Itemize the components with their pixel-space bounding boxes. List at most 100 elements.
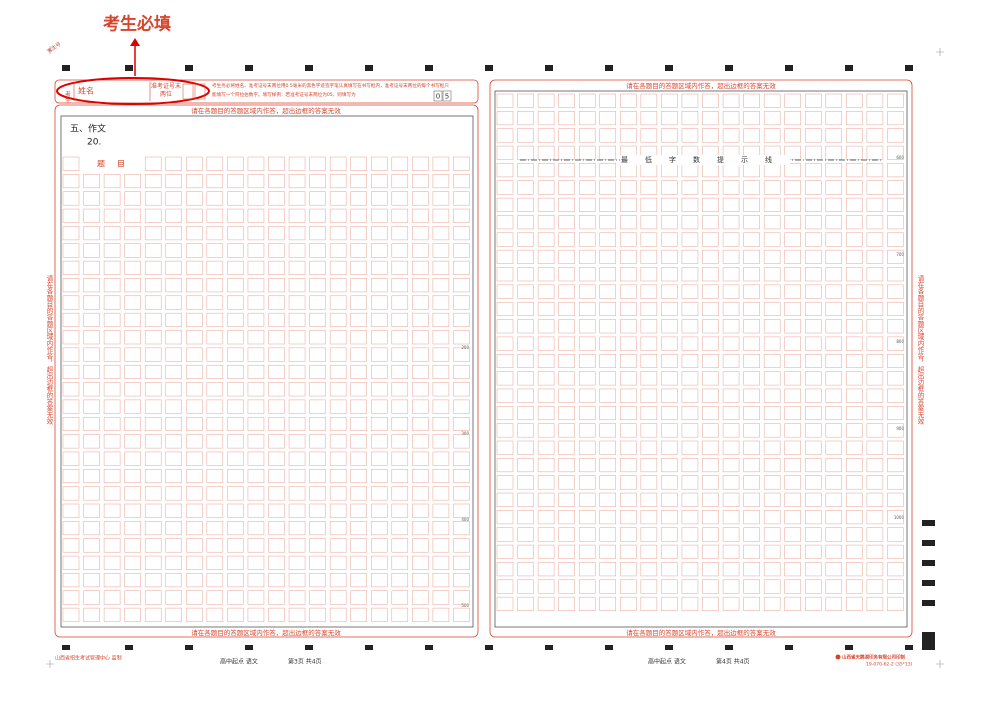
grid-cell <box>640 544 658 559</box>
grid-cell <box>620 232 637 247</box>
grid-cell <box>391 347 409 362</box>
timing-mark <box>725 645 733 650</box>
grid-cell <box>681 354 699 368</box>
grid-cell <box>288 607 306 622</box>
grid-cell <box>103 260 121 275</box>
grid-cell <box>887 180 904 195</box>
grid-cell <box>866 163 884 178</box>
grid-cell <box>288 538 306 553</box>
grid-cell <box>681 249 699 264</box>
grid-cell <box>578 197 596 212</box>
grid-cell <box>866 371 884 386</box>
grid-cell <box>453 364 470 379</box>
grid-cell <box>517 319 534 334</box>
grid-cell <box>846 371 863 386</box>
grid-cell <box>887 371 904 386</box>
grid-cell <box>599 267 616 282</box>
grid-cell <box>681 527 699 542</box>
timing-mark <box>245 65 253 71</box>
grid-cell <box>371 590 388 605</box>
grid-cell <box>846 284 863 299</box>
grid-cell <box>247 434 265 449</box>
grid-cell <box>206 243 224 258</box>
grid-cell <box>62 330 80 345</box>
grid-cell <box>247 451 265 466</box>
grid-cell <box>103 521 121 536</box>
grid-cell <box>268 573 285 588</box>
grid-cell <box>805 215 822 230</box>
grid-cell <box>496 492 514 507</box>
grid-cell <box>558 596 575 611</box>
grid-cell <box>661 527 678 542</box>
grid-cell <box>558 423 575 438</box>
grid-cell <box>743 180 760 195</box>
word-count: 700 <box>896 252 904 257</box>
grid-cell <box>329 573 347 588</box>
grid-cell <box>165 538 182 553</box>
grid-cell <box>805 596 822 611</box>
grid-cell <box>453 607 470 622</box>
grid-cell <box>350 174 367 189</box>
grid-cell <box>702 527 719 542</box>
grid-cell <box>309 364 326 379</box>
grid-cell <box>247 417 265 431</box>
grid-cell <box>599 510 616 525</box>
grid-cell <box>661 354 678 368</box>
grid-cell <box>517 267 534 282</box>
grid-cell <box>453 503 470 518</box>
grid-cell <box>743 458 760 473</box>
grid-cell <box>537 544 555 559</box>
grid-cell <box>309 330 326 345</box>
grid-cell <box>620 128 637 143</box>
grid-cell <box>763 111 781 126</box>
grid-cell <box>640 180 658 195</box>
grid-cell <box>661 301 678 316</box>
grid-cell <box>165 330 182 345</box>
grid-cell <box>186 469 203 484</box>
grid-cell <box>309 174 326 189</box>
grid-cell <box>640 336 658 351</box>
grid-cell <box>578 232 596 247</box>
grid-cell <box>825 163 843 178</box>
grid-cell <box>517 406 534 421</box>
grid-cell <box>227 278 244 293</box>
grid-cell <box>722 510 740 525</box>
grid-cell <box>496 267 514 282</box>
grid-cell <box>681 215 699 230</box>
grid-cell <box>866 93 884 108</box>
grid-cell <box>846 197 863 212</box>
grid-cell <box>227 243 244 258</box>
grid-cell <box>661 215 678 230</box>
grid-cell <box>227 312 244 327</box>
grid-cell <box>722 232 740 247</box>
grid-cell <box>784 215 801 230</box>
grid-cell <box>825 354 843 368</box>
grid-cell <box>247 191 265 206</box>
grid-cell <box>846 510 863 525</box>
grid-cell <box>496 336 514 351</box>
grid-cell <box>599 354 616 368</box>
grid-cell <box>825 336 843 351</box>
grid-cell <box>144 399 162 414</box>
grid-cell <box>846 475 863 490</box>
timing-mark <box>125 645 133 650</box>
grid-cell <box>391 260 409 275</box>
grid-cell <box>62 278 80 293</box>
grid-cell <box>186 364 203 379</box>
grid-cell <box>144 538 162 553</box>
grid-cell <box>83 191 100 206</box>
grid-cell <box>62 451 80 466</box>
grid-cell <box>784 596 801 611</box>
timing-mark <box>485 65 493 71</box>
grid-cell <box>206 573 224 588</box>
grid-cell <box>620 423 637 438</box>
grid-cell <box>620 111 637 126</box>
grid-cell <box>743 544 760 559</box>
grid-cell <box>165 243 182 258</box>
grid-cell <box>558 388 575 403</box>
grid-cell <box>805 388 822 403</box>
grid-cell <box>743 215 760 230</box>
grid-cell <box>805 93 822 108</box>
grid-cell <box>432 208 450 223</box>
grid-cell <box>578 475 596 490</box>
